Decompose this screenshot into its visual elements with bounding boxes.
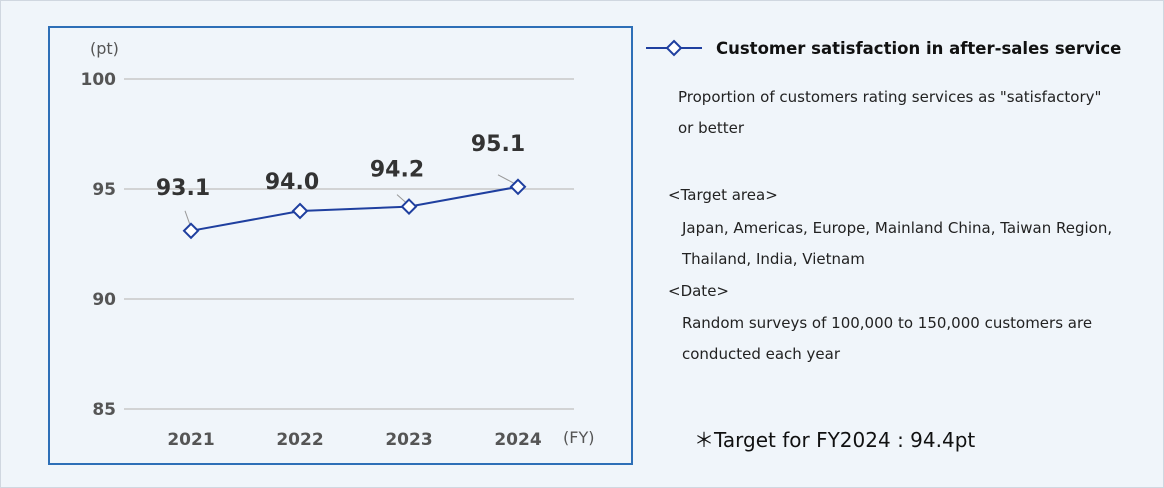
x-axis-unit: (FY) bbox=[563, 428, 594, 447]
legend-label: Customer satisfaction in after-sales ser… bbox=[716, 38, 1122, 58]
x-tick-label: 2022 bbox=[276, 430, 323, 450]
data-point bbox=[509, 178, 527, 196]
y-tick-label: 90 bbox=[92, 290, 116, 310]
description-line-2: or better bbox=[678, 119, 745, 137]
chart-area: 85 90 95 100 (pt) 2021 2022 2023 2024 (FY) 93.1 94.… bbox=[48, 26, 633, 465]
leader-line bbox=[497, 174, 516, 185]
y-tick-label: 100 bbox=[81, 70, 117, 90]
data-label: 94.2 bbox=[370, 158, 424, 183]
data-point bbox=[291, 202, 309, 220]
data-label: 94.0 bbox=[265, 170, 319, 195]
leader-line bbox=[184, 210, 191, 225]
line-chart: 85 90 95 100 (pt) 2021 2022 2023 2024 (FY) 93.1 94.… bbox=[81, 39, 595, 450]
x-tick-label: 2021 bbox=[167, 430, 214, 450]
target-area-line-2: Thailand, India, Vietnam bbox=[682, 250, 865, 268]
target-note: ＊Target for FY2024 : 94.4pt bbox=[694, 428, 976, 452]
data-label: 93.1 bbox=[156, 176, 210, 201]
target-area-line-1: Japan, Americas, Europe, Mainland China,… bbox=[682, 219, 1113, 237]
description-line-1: Proportion of customers rating services … bbox=[678, 88, 1102, 106]
legend-diamond-line-icon bbox=[646, 39, 702, 57]
target-area-heading: <Target area> bbox=[668, 186, 778, 204]
series-line bbox=[190, 185, 519, 232]
x-tick-label: 2023 bbox=[385, 430, 432, 450]
x-tick-label: 2024 bbox=[494, 430, 541, 450]
date-heading: <Date> bbox=[668, 282, 729, 300]
date-line-2: conducted each year bbox=[682, 345, 841, 363]
legend: Customer satisfaction in after-sales ser… bbox=[646, 38, 1121, 58]
data-label: 95.1 bbox=[471, 132, 525, 157]
y-tick-label: 95 bbox=[92, 180, 116, 200]
y-axis-unit: (pt) bbox=[90, 39, 119, 58]
y-tick-label: 85 bbox=[92, 400, 116, 420]
data-point bbox=[182, 222, 200, 240]
leader-line bbox=[396, 194, 407, 203]
date-line-1: Random surveys of 100,000 to 150,000 cus… bbox=[682, 314, 1093, 332]
data-point bbox=[400, 198, 418, 216]
